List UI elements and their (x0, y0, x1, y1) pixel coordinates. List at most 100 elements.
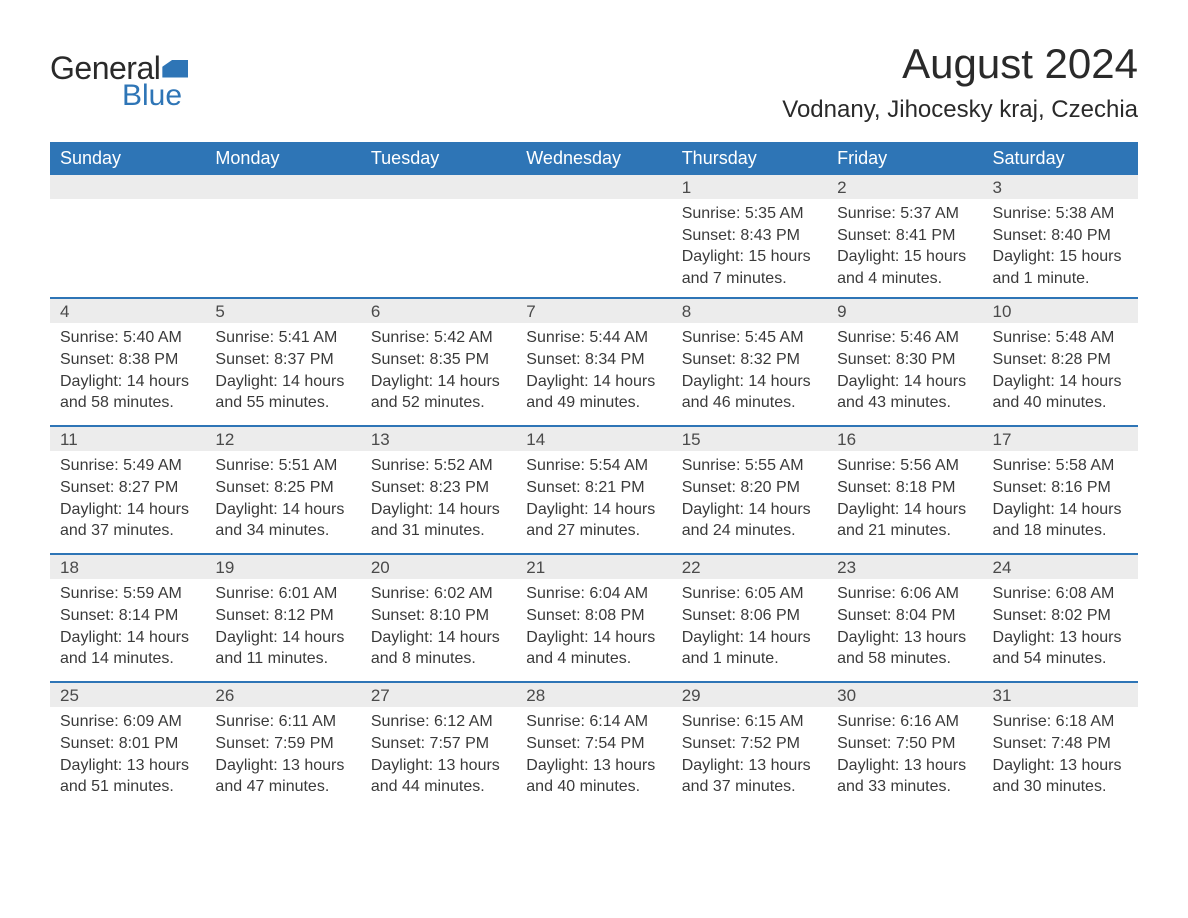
cell-body: Sunrise: 5:35 AMSunset: 8:43 PMDaylight:… (672, 199, 827, 297)
day-number: 1 (672, 175, 827, 199)
sunset-text: Sunset: 8:35 PM (371, 349, 506, 371)
day-number (50, 175, 205, 199)
daylight-text: Daylight: 14 hours and 18 minutes. (993, 499, 1128, 542)
daylight-text: Daylight: 14 hours and 46 minutes. (682, 371, 817, 414)
day-number: 21 (516, 555, 671, 579)
day-number: 23 (827, 555, 982, 579)
location-subtitle: Vodnany, Jihocesky kraj, Czechia (782, 96, 1138, 124)
day-number: 22 (672, 555, 827, 579)
week-row: 18Sunrise: 5:59 AMSunset: 8:14 PMDayligh… (50, 553, 1138, 681)
sunset-text: Sunset: 8:18 PM (837, 477, 972, 499)
calendar-cell (50, 175, 205, 297)
cell-body: Sunrise: 6:01 AMSunset: 8:12 PMDaylight:… (205, 579, 360, 677)
sunrise-text: Sunrise: 5:59 AM (60, 583, 195, 605)
calendar: Sunday Monday Tuesday Wednesday Thursday… (50, 142, 1138, 809)
cell-body: Sunrise: 5:56 AMSunset: 8:18 PMDaylight:… (827, 451, 982, 549)
daylight-text: Daylight: 15 hours and 1 minute. (993, 246, 1128, 289)
day-number: 12 (205, 427, 360, 451)
sunset-text: Sunset: 8:12 PM (215, 605, 350, 627)
day-number: 31 (983, 683, 1138, 707)
cell-body: Sunrise: 5:40 AMSunset: 8:38 PMDaylight:… (50, 323, 205, 421)
day-header-wednesday: Wednesday (516, 142, 671, 175)
sunrise-text: Sunrise: 5:37 AM (837, 203, 972, 225)
day-header-thursday: Thursday (672, 142, 827, 175)
sunset-text: Sunset: 8:38 PM (60, 349, 195, 371)
sunrise-text: Sunrise: 5:52 AM (371, 455, 506, 477)
cell-body: Sunrise: 6:12 AMSunset: 7:57 PMDaylight:… (361, 707, 516, 805)
day-header-friday: Friday (827, 142, 982, 175)
cell-body: Sunrise: 5:42 AMSunset: 8:35 PMDaylight:… (361, 323, 516, 421)
daylight-text: Daylight: 14 hours and 4 minutes. (526, 627, 661, 670)
day-number: 9 (827, 299, 982, 323)
sunset-text: Sunset: 7:59 PM (215, 733, 350, 755)
day-number: 13 (361, 427, 516, 451)
day-number: 2 (827, 175, 982, 199)
sunset-text: Sunset: 7:48 PM (993, 733, 1128, 755)
cell-body: Sunrise: 6:18 AMSunset: 7:48 PMDaylight:… (983, 707, 1138, 805)
day-number: 7 (516, 299, 671, 323)
sunrise-text: Sunrise: 6:15 AM (682, 711, 817, 733)
cell-body: Sunrise: 5:58 AMSunset: 8:16 PMDaylight:… (983, 451, 1138, 549)
weeks-container: 1Sunrise: 5:35 AMSunset: 8:43 PMDaylight… (50, 175, 1138, 809)
day-number: 8 (672, 299, 827, 323)
daylight-text: Daylight: 14 hours and 49 minutes. (526, 371, 661, 414)
sunrise-text: Sunrise: 6:05 AM (682, 583, 817, 605)
sunset-text: Sunset: 8:30 PM (837, 349, 972, 371)
cell-body: Sunrise: 5:49 AMSunset: 8:27 PMDaylight:… (50, 451, 205, 549)
cell-body: Sunrise: 5:54 AMSunset: 8:21 PMDaylight:… (516, 451, 671, 549)
calendar-cell: 4Sunrise: 5:40 AMSunset: 8:38 PMDaylight… (50, 299, 205, 425)
day-number: 29 (672, 683, 827, 707)
daylight-text: Daylight: 14 hours and 58 minutes. (60, 371, 195, 414)
sunset-text: Sunset: 8:25 PM (215, 477, 350, 499)
calendar-cell: 16Sunrise: 5:56 AMSunset: 8:18 PMDayligh… (827, 427, 982, 553)
day-number: 30 (827, 683, 982, 707)
calendar-cell: 30Sunrise: 6:16 AMSunset: 7:50 PMDayligh… (827, 683, 982, 809)
sunrise-text: Sunrise: 6:16 AM (837, 711, 972, 733)
calendar-cell: 3Sunrise: 5:38 AMSunset: 8:40 PMDaylight… (983, 175, 1138, 297)
cell-body: Sunrise: 6:02 AMSunset: 8:10 PMDaylight:… (361, 579, 516, 677)
cell-body: Sunrise: 6:08 AMSunset: 8:02 PMDaylight:… (983, 579, 1138, 677)
sunset-text: Sunset: 8:21 PM (526, 477, 661, 499)
daylight-text: Daylight: 14 hours and 40 minutes. (993, 371, 1128, 414)
cell-body: Sunrise: 6:04 AMSunset: 8:08 PMDaylight:… (516, 579, 671, 677)
daylight-text: Daylight: 14 hours and 37 minutes. (60, 499, 195, 542)
day-number: 14 (516, 427, 671, 451)
sunrise-text: Sunrise: 5:56 AM (837, 455, 972, 477)
calendar-cell: 15Sunrise: 5:55 AMSunset: 8:20 PMDayligh… (672, 427, 827, 553)
week-row: 1Sunrise: 5:35 AMSunset: 8:43 PMDaylight… (50, 175, 1138, 297)
calendar-cell: 9Sunrise: 5:46 AMSunset: 8:30 PMDaylight… (827, 299, 982, 425)
sunrise-text: Sunrise: 6:04 AM (526, 583, 661, 605)
day-header-sunday: Sunday (50, 142, 205, 175)
cell-body: Sunrise: 5:51 AMSunset: 8:25 PMDaylight:… (205, 451, 360, 549)
sunset-text: Sunset: 8:20 PM (682, 477, 817, 499)
cell-body: Sunrise: 5:44 AMSunset: 8:34 PMDaylight:… (516, 323, 671, 421)
calendar-cell: 10Sunrise: 5:48 AMSunset: 8:28 PMDayligh… (983, 299, 1138, 425)
day-header-tuesday: Tuesday (361, 142, 516, 175)
day-number: 17 (983, 427, 1138, 451)
sunrise-text: Sunrise: 5:35 AM (682, 203, 817, 225)
daylight-text: Daylight: 15 hours and 7 minutes. (682, 246, 817, 289)
daylight-text: Daylight: 14 hours and 24 minutes. (682, 499, 817, 542)
day-number: 16 (827, 427, 982, 451)
cell-body: Sunrise: 5:48 AMSunset: 8:28 PMDaylight:… (983, 323, 1138, 421)
sunrise-text: Sunrise: 5:55 AM (682, 455, 817, 477)
sunrise-text: Sunrise: 6:12 AM (371, 711, 506, 733)
day-number: 25 (50, 683, 205, 707)
week-row: 4Sunrise: 5:40 AMSunset: 8:38 PMDaylight… (50, 297, 1138, 425)
sunset-text: Sunset: 7:50 PM (837, 733, 972, 755)
sunset-text: Sunset: 8:02 PM (993, 605, 1128, 627)
sunset-text: Sunset: 8:40 PM (993, 225, 1128, 247)
calendar-cell: 21Sunrise: 6:04 AMSunset: 8:08 PMDayligh… (516, 555, 671, 681)
daylight-text: Daylight: 14 hours and 14 minutes. (60, 627, 195, 670)
sunrise-text: Sunrise: 6:06 AM (837, 583, 972, 605)
sunset-text: Sunset: 8:06 PM (682, 605, 817, 627)
title-block: August 2024 Vodnany, Jihocesky kraj, Cze… (782, 40, 1138, 124)
week-row: 11Sunrise: 5:49 AMSunset: 8:27 PMDayligh… (50, 425, 1138, 553)
cell-body: Sunrise: 5:46 AMSunset: 8:30 PMDaylight:… (827, 323, 982, 421)
sunrise-text: Sunrise: 6:09 AM (60, 711, 195, 733)
sunrise-text: Sunrise: 5:51 AM (215, 455, 350, 477)
brand-shape-icon (162, 60, 188, 78)
calendar-cell: 1Sunrise: 5:35 AMSunset: 8:43 PMDaylight… (672, 175, 827, 297)
week-row: 25Sunrise: 6:09 AMSunset: 8:01 PMDayligh… (50, 681, 1138, 809)
cell-body: Sunrise: 6:06 AMSunset: 8:04 PMDaylight:… (827, 579, 982, 677)
